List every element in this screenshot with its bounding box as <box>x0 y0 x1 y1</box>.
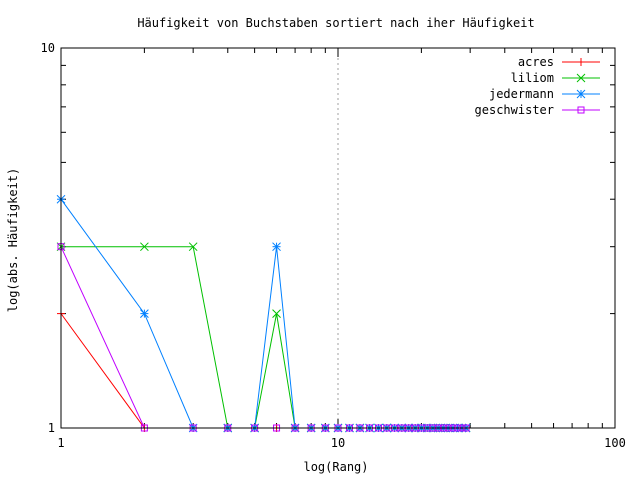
x-tick-label: 10 <box>331 436 345 450</box>
series-jedermann <box>56 194 471 433</box>
y-tick-label: 10 <box>41 41 55 55</box>
legend-marker-jedermann <box>576 89 586 99</box>
data-point-liliom <box>272 309 281 318</box>
x-tick-label: 1 <box>57 436 64 450</box>
x-tick-label: 100 <box>604 436 626 450</box>
legend: acres liliom jedermann geschwister <box>475 55 600 117</box>
data-point-liliom <box>140 242 149 252</box>
legend-marker-liliom <box>576 73 586 83</box>
data-point-jedermann <box>140 309 149 318</box>
series-acres <box>57 309 471 432</box>
y-axis-label: log(abs. Häufigkeit) <box>6 168 20 313</box>
y-tick-label: 1 <box>48 421 55 435</box>
data-point-liliom <box>188 242 198 252</box>
chart-title: Häufigkeit von Buchstaben sortiert nach … <box>137 16 534 30</box>
series-line-jedermann <box>60 198 467 429</box>
x-axis-label: log(Rang) <box>303 460 368 474</box>
data-point-jedermann <box>272 242 281 252</box>
plot-frame <box>60 47 616 429</box>
series-geschwister <box>57 243 470 432</box>
legend-label-acres: acres <box>518 55 554 69</box>
series-line-liliom <box>61 246 467 429</box>
series-line-acres <box>60 313 467 429</box>
legend-marker-acres <box>577 58 585 66</box>
legend-label-liliom: liliom <box>511 71 554 85</box>
series-liliom <box>56 242 471 433</box>
legend-label-jedermann: jedermann <box>489 87 554 101</box>
series-line-geschwister <box>60 246 467 429</box>
legend-label-geschwister: geschwister <box>475 103 554 117</box>
legend-marker-geschwister <box>577 106 585 114</box>
